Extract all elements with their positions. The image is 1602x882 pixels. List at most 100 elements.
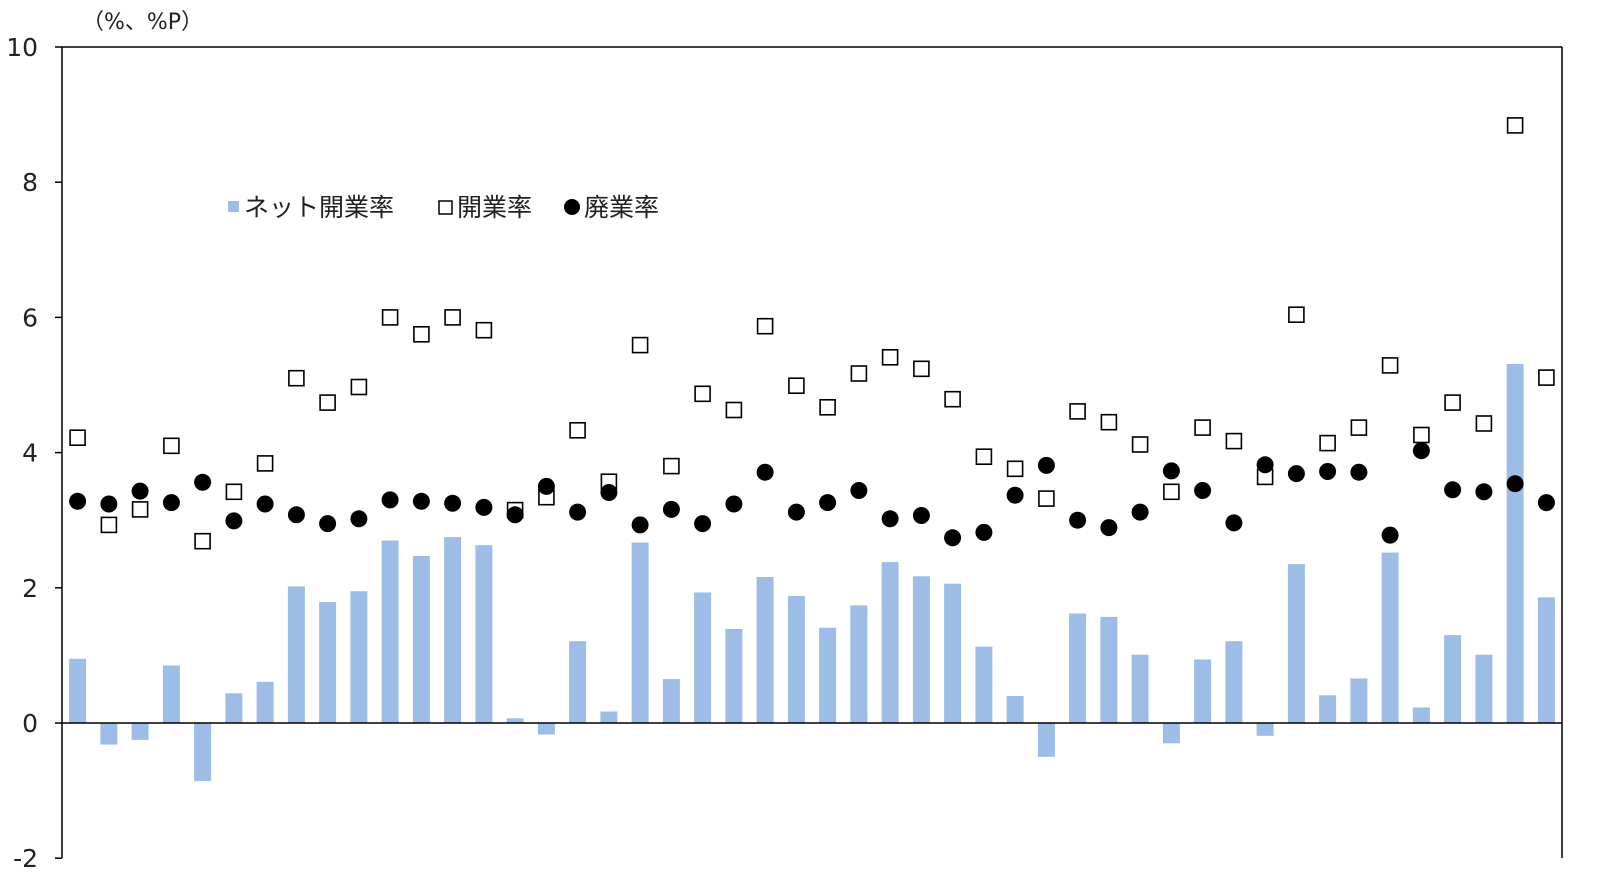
closure-rate-marker [1225,514,1243,532]
closure-rate-marker [1131,503,1149,521]
bar [1131,654,1149,723]
closure-rate-marker [69,492,87,510]
bar [381,540,399,723]
closure-rate-marker [225,512,243,530]
closure-rate-marker [1194,482,1212,499]
closure-rate-marker [662,500,680,518]
opening-rate-marker [663,457,680,475]
opening-rate-marker [725,401,743,419]
opening-rate-marker [69,429,86,447]
bar [1256,723,1274,736]
bar [662,679,680,723]
closure-rate-marker [256,495,274,513]
opening-rate-marker [694,385,711,403]
opening-rate-marker [1100,413,1118,431]
bar [694,592,712,723]
opening-rate-marker [256,455,274,472]
bar [725,629,743,723]
opening-rate-marker [475,321,493,339]
closure-rate-marker [162,494,180,512]
closure-rate-marker [1100,519,1118,537]
closure-rate-marker [756,463,774,481]
bar [475,545,493,723]
legend-label-net-opening-rate: ネット開業率 [244,193,394,222]
closure-rate-marker [944,529,962,547]
bar [1444,635,1462,723]
closure-rate-marker [1037,456,1055,474]
opening-rate-marker [819,398,836,416]
bar [1350,678,1368,723]
opening-rate-marker [350,378,368,396]
bar [1287,564,1305,723]
legend-swatch-opening-rate [438,200,453,215]
bar [569,641,587,723]
closure-rate-marker [569,503,587,521]
opening-rate-marker [288,369,305,387]
legend-swatch-net-opening-rate [228,201,239,212]
opening-rate-marker [1506,117,1524,134]
opening-rate-marker [1131,436,1149,453]
y-tick-label: 6 [22,303,38,332]
closure-rate-marker [1444,481,1462,499]
bar [1037,723,1055,757]
closure-rate-marker [850,482,868,499]
opening-rate-marker [1381,357,1399,374]
bar [1225,641,1243,723]
closure-rate-marker [1287,465,1305,483]
bar [787,595,805,723]
bar [1069,613,1087,723]
closure-rate-marker [1006,486,1024,504]
closure-rate-marker [975,523,993,541]
closure-rate-marker [1537,494,1555,512]
bar [162,665,180,723]
closure-rate-marker [1350,463,1368,481]
opening-rate-marker [319,394,336,411]
legend-label-closure-rate: 廃業率 [584,193,659,222]
bar [1475,654,1493,723]
closure-rate-marker [912,507,930,524]
closure-rate-marker [319,515,337,533]
opening-rate-marker [756,317,774,335]
closure-rate-marker [194,473,212,491]
closure-rate-marker [537,477,555,495]
closure-rate-marker [475,498,493,516]
bar [225,693,243,723]
closure-rate-marker [631,516,649,534]
opening-rate-marker [881,348,899,366]
closure-rate-marker [506,506,524,524]
opening-rate-marker [131,501,149,518]
bar [600,711,618,723]
closure-rate-marker [412,492,430,510]
closure-rate-marker [1319,463,1337,480]
opening-rate-marker [913,360,930,378]
closure-rate-marker [350,510,368,528]
opening-rate-marker [100,516,118,534]
bar [912,576,930,723]
bar [256,681,274,723]
closure-rate-marker [819,494,837,512]
closure-rate-marker [444,494,462,512]
opening-rate-marker [413,325,430,343]
opening-rate-marker [788,377,805,395]
closure-rate-marker [600,484,618,501]
bar [1381,552,1399,723]
closure-rate-marker [100,495,118,513]
closure-rate-marker [1162,462,1180,480]
bar [850,605,868,723]
closure-rate-marker [1475,483,1493,501]
bar [819,627,837,723]
closure-rate-marker [1412,442,1430,460]
opening-rate-marker [1319,434,1336,452]
bar [287,586,305,723]
unit-label: （%、%P） [82,10,203,35]
opening-rate-marker [1288,306,1305,324]
bar [631,542,649,723]
bar [131,723,149,740]
opening-rate-marker [194,532,211,550]
closure-rate-marker [131,482,149,500]
closure-rate-marker [1506,475,1524,493]
bar [944,583,962,723]
bar [444,537,462,723]
bar [1194,659,1212,723]
